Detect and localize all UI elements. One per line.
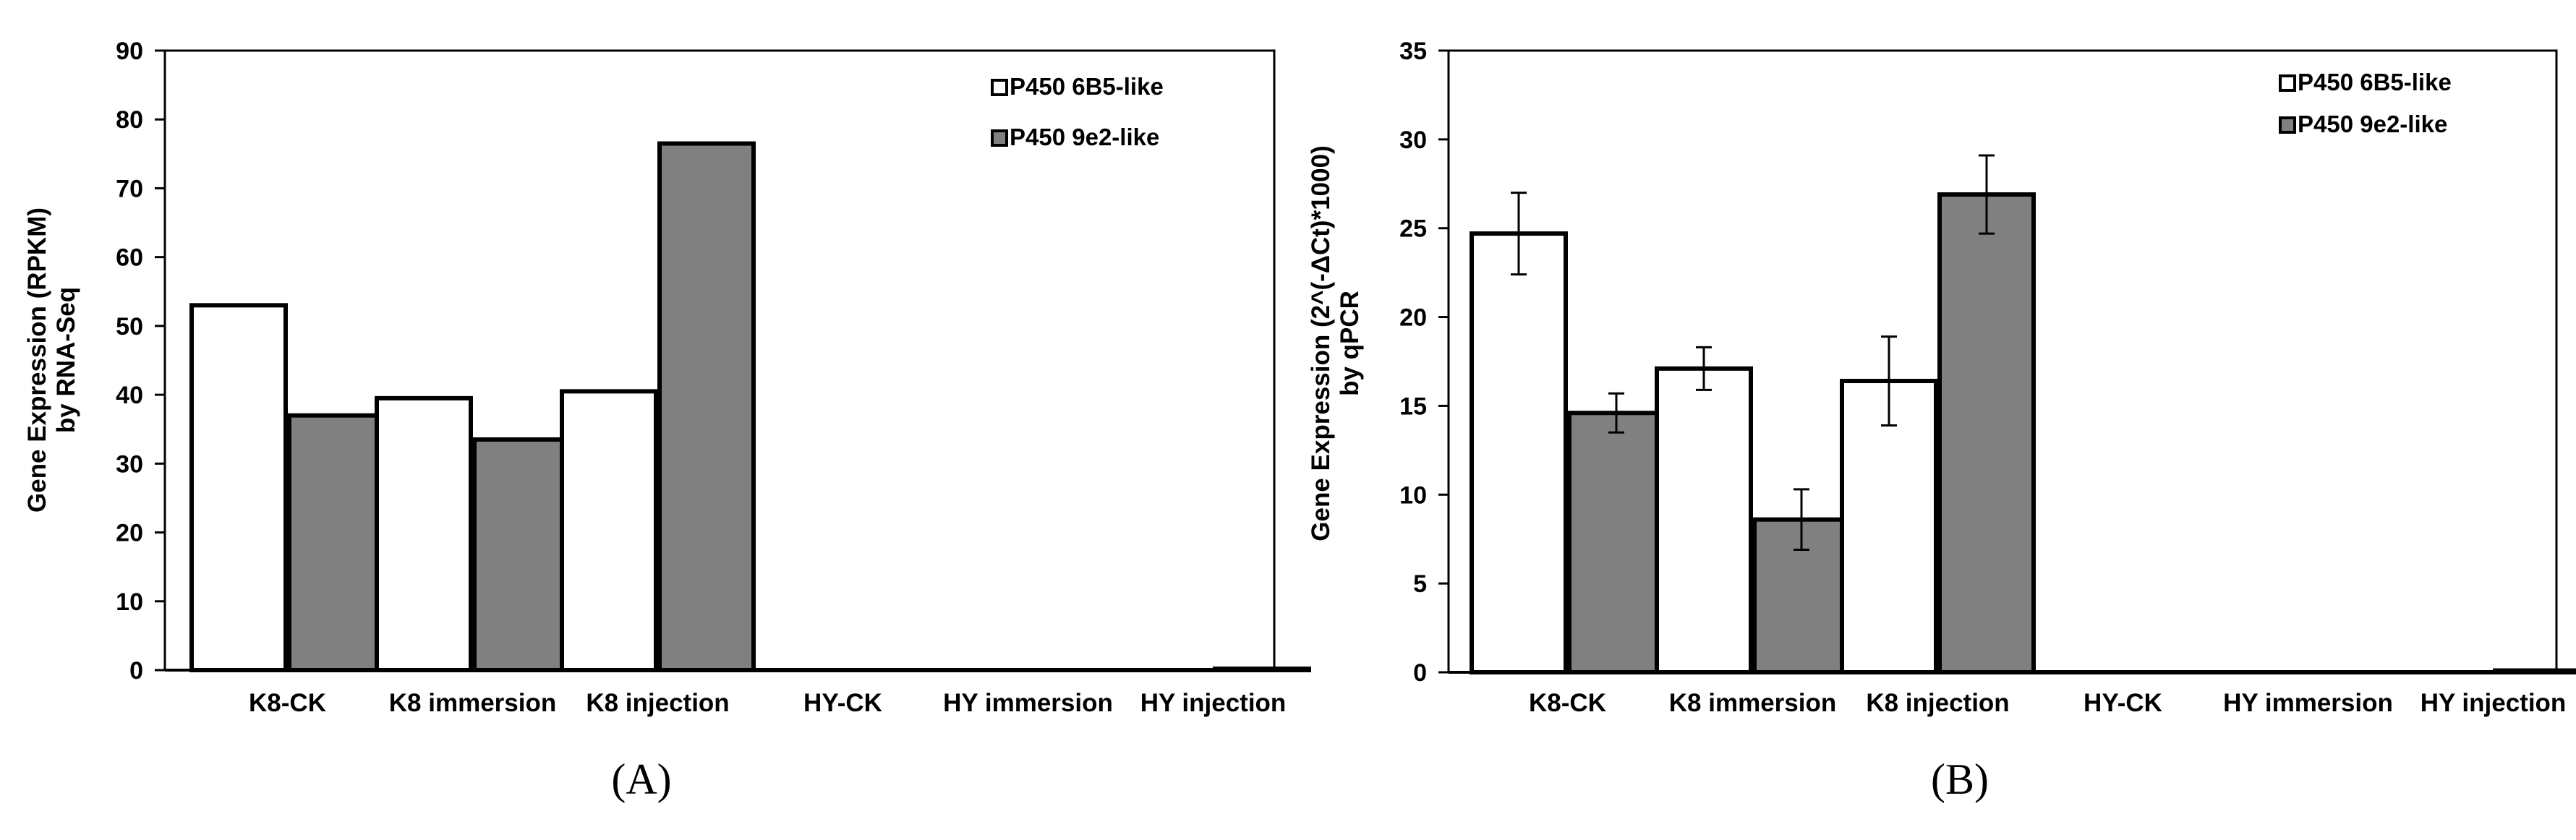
bar-a-1-s0 bbox=[375, 395, 473, 672]
x-category-label-a-5: HY injection bbox=[1140, 689, 1287, 717]
y-tick-label-b-20: 20 bbox=[1399, 304, 1427, 332]
y-tick-label-b-30: 30 bbox=[1399, 127, 1427, 154]
bar-b-0-s0 bbox=[1470, 231, 1568, 675]
panel-label-a: (A) bbox=[611, 755, 671, 803]
y-axis-title-b-line2: by qPCR bbox=[1336, 291, 1364, 396]
y-tick-label-a-20: 20 bbox=[116, 520, 143, 547]
y-tick-label-b-25: 25 bbox=[1399, 215, 1427, 243]
y-tick-label-b-15: 15 bbox=[1399, 393, 1427, 420]
bar-a-0-s1 bbox=[287, 413, 385, 673]
y-tick-label-a-50: 50 bbox=[116, 313, 143, 340]
legend-label-a-1: P450 9e2-like bbox=[1010, 124, 1159, 150]
y-axis-title-a-line2: by RNA-Seq bbox=[52, 287, 80, 433]
legend-swatch-a-1 bbox=[991, 129, 1008, 147]
chart-panel-a: Gene Expression (RPKM) by RNA-Seq 0 10 20 3… bbox=[23, 38, 1311, 803]
y-tick-label-a-90: 90 bbox=[116, 38, 143, 65]
legend-swatch-b-1 bbox=[2279, 116, 2296, 134]
y-tick-label-b-10: 10 bbox=[1399, 481, 1427, 509]
y-tick-label-a-40: 40 bbox=[116, 382, 143, 409]
y-tick-label-b-35: 35 bbox=[1399, 38, 1427, 65]
y-tick-label-a-60: 60 bbox=[116, 244, 143, 272]
x-category-label-b-0: K8-CK bbox=[1529, 689, 1606, 717]
x-category-label-a-2: K8 injection bbox=[586, 689, 729, 717]
x-category-label-a-3: HY-CK bbox=[803, 689, 882, 717]
x-category-label-b-3: HY-CK bbox=[2084, 689, 2162, 717]
bar-a-1-s1 bbox=[472, 437, 571, 672]
bar-a-2-s1 bbox=[657, 141, 756, 673]
y-tick-label-a-80: 80 bbox=[116, 106, 143, 134]
y-tick-label-a-30: 30 bbox=[116, 450, 143, 478]
x-category-label-a-4: HY immersion bbox=[943, 689, 1113, 717]
bar-a-2-s0 bbox=[560, 389, 658, 672]
bar-b-2-s1 bbox=[1937, 192, 2036, 674]
y-tick-label-b-5: 5 bbox=[1413, 570, 1427, 598]
bar-a-0-s0 bbox=[189, 303, 288, 672]
legend-label-b-1: P450 9e2-like bbox=[2298, 111, 2447, 137]
y-tick-label-a-0: 0 bbox=[129, 657, 143, 685]
legend-label-b-0: P450 6B5-like bbox=[2298, 69, 2452, 95]
y-axis-title-a-line1: Gene Expression (RPKM) bbox=[23, 207, 51, 513]
x-category-label-a-1: K8 immersion bbox=[389, 689, 556, 717]
x-category-label-b-2: K8 injection bbox=[1866, 689, 2009, 717]
legend-label-a-0: P450 6B5-like bbox=[1010, 73, 1164, 100]
y-axis-title-b-line1: Gene Expression (2^(-ΔCt)*1000) bbox=[1307, 145, 1335, 541]
x-category-label-b-5: HY injection bbox=[2421, 689, 2567, 717]
x-category-label-b-1: K8 immersion bbox=[1669, 689, 1836, 717]
x-category-label-a-0: K8-CK bbox=[249, 689, 326, 717]
bar-b-0-s1 bbox=[1567, 411, 1666, 674]
legend-swatch-b-0 bbox=[2279, 74, 2296, 92]
chart-panel-b: Gene Expression (2^(-ΔCt)*1000) by qPCR … bbox=[1307, 38, 2576, 803]
x-category-label-b-4: HY immersion bbox=[2223, 689, 2393, 717]
panel-label-b: (B) bbox=[1931, 755, 1989, 803]
y-tick-label-b-0: 0 bbox=[1413, 659, 1427, 687]
legend-swatch-a-0 bbox=[991, 79, 1008, 96]
y-tick-label-a-70: 70 bbox=[116, 175, 143, 202]
bar-b-1-s0 bbox=[1655, 366, 1753, 674]
y-tick-label-a-10: 10 bbox=[116, 588, 143, 616]
